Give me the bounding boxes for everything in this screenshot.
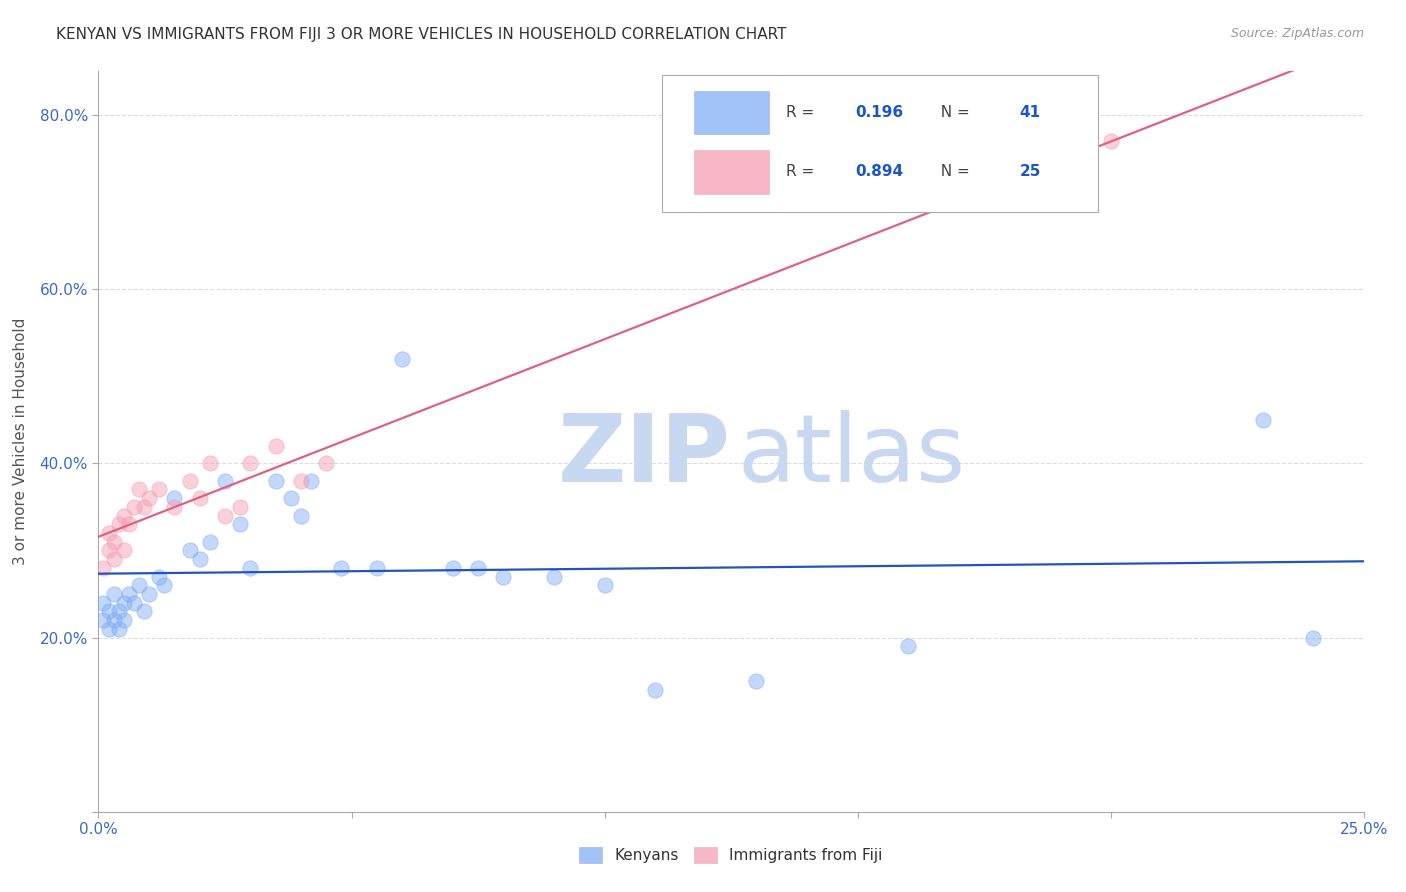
- Point: [103, 587, 125, 601]
- Point: [239, 456, 262, 470]
- Point: [163, 500, 186, 514]
- Point: [441, 561, 464, 575]
- Point: [103, 613, 125, 627]
- Point: [122, 596, 145, 610]
- Point: [118, 517, 141, 532]
- Point: [97, 543, 120, 558]
- Point: [103, 534, 125, 549]
- Point: [280, 491, 302, 505]
- Point: [93, 596, 115, 610]
- Point: [543, 569, 565, 583]
- Point: [897, 639, 920, 653]
- FancyBboxPatch shape: [661, 75, 1098, 212]
- Point: [229, 500, 252, 514]
- Point: [97, 622, 120, 636]
- Point: [132, 604, 155, 618]
- Point: [644, 682, 666, 697]
- Text: 0.196: 0.196: [855, 104, 903, 120]
- Text: N =: N =: [931, 164, 974, 178]
- Point: [198, 534, 221, 549]
- Point: [97, 526, 120, 541]
- FancyBboxPatch shape: [695, 150, 769, 194]
- Point: [112, 543, 135, 558]
- Point: [148, 483, 170, 497]
- Point: [163, 491, 186, 505]
- Text: R =: R =: [786, 104, 818, 120]
- Point: [128, 578, 150, 592]
- Legend: Kenyans, Immigrants from Fiji: Kenyans, Immigrants from Fiji: [572, 839, 890, 871]
- Point: [1099, 134, 1122, 148]
- Point: [467, 561, 489, 575]
- Text: KENYAN VS IMMIGRANTS FROM FIJI 3 OR MORE VEHICLES IN HOUSEHOLD CORRELATION CHART: KENYAN VS IMMIGRANTS FROM FIJI 3 OR MORE…: [56, 27, 787, 42]
- Point: [593, 578, 616, 592]
- Point: [118, 587, 141, 601]
- Point: [188, 491, 211, 505]
- Point: [122, 500, 145, 514]
- Point: [128, 483, 150, 497]
- Text: 25: 25: [1019, 164, 1040, 178]
- Point: [107, 604, 129, 618]
- Y-axis label: 3 or more Vehicles in Household: 3 or more Vehicles in Household: [14, 318, 28, 566]
- Text: Source: ZipAtlas.com: Source: ZipAtlas.com: [1230, 27, 1364, 40]
- Point: [492, 569, 515, 583]
- Point: [264, 474, 287, 488]
- Point: [112, 508, 135, 523]
- Text: atlas: atlas: [737, 410, 966, 502]
- Point: [239, 561, 262, 575]
- Text: 0.894: 0.894: [855, 164, 903, 178]
- Text: N =: N =: [931, 104, 974, 120]
- Point: [299, 474, 322, 488]
- Point: [391, 351, 413, 366]
- Point: [214, 474, 236, 488]
- Point: [745, 674, 768, 689]
- Point: [214, 508, 236, 523]
- Point: [97, 604, 120, 618]
- Text: 41: 41: [1019, 104, 1040, 120]
- Point: [366, 561, 388, 575]
- Point: [138, 587, 160, 601]
- Point: [103, 552, 125, 566]
- Point: [179, 474, 201, 488]
- Point: [93, 613, 115, 627]
- Point: [132, 500, 155, 514]
- Point: [112, 596, 135, 610]
- Point: [148, 569, 170, 583]
- Point: [179, 543, 201, 558]
- Point: [1251, 413, 1274, 427]
- Point: [107, 517, 129, 532]
- Point: [290, 508, 312, 523]
- Point: [93, 561, 115, 575]
- Point: [112, 613, 135, 627]
- Point: [315, 456, 337, 470]
- Point: [188, 552, 211, 566]
- Point: [229, 517, 252, 532]
- FancyBboxPatch shape: [695, 91, 769, 135]
- Point: [153, 578, 176, 592]
- Point: [107, 622, 129, 636]
- Point: [264, 439, 287, 453]
- Text: R =: R =: [786, 164, 818, 178]
- Point: [1302, 631, 1324, 645]
- Point: [290, 474, 312, 488]
- Point: [330, 561, 353, 575]
- Point: [198, 456, 221, 470]
- Text: ZIP: ZIP: [558, 410, 731, 502]
- Point: [138, 491, 160, 505]
